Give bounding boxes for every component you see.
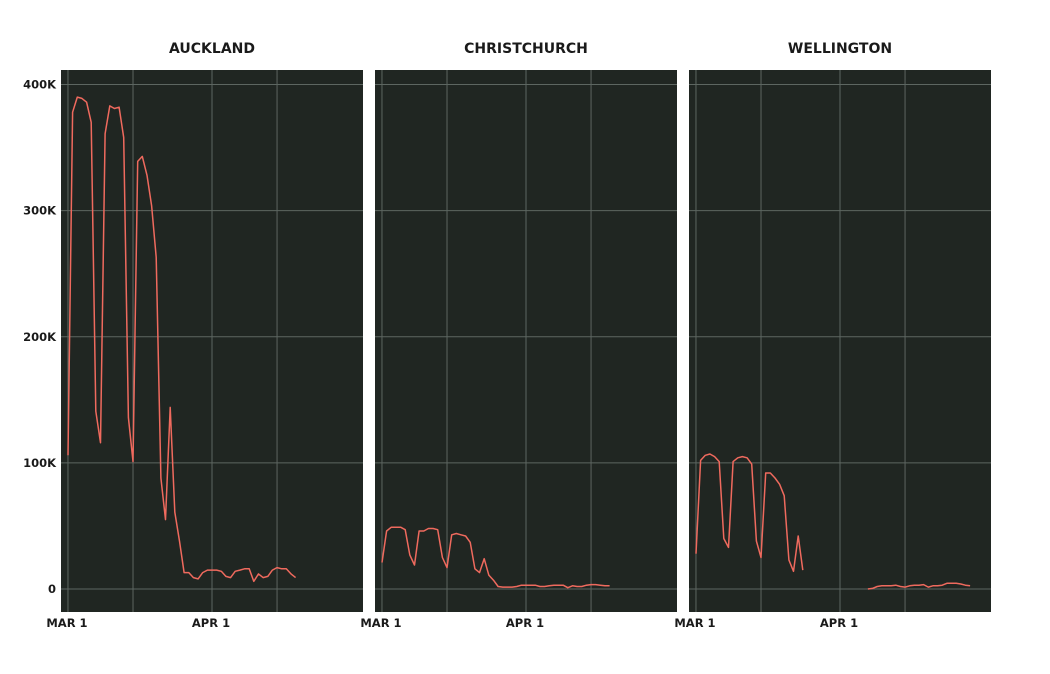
x-tick-label: MAR 1 [674,616,715,630]
y-tick-label: 0 [48,582,56,596]
panel-auckland: AUCKLAND MAR 1 APR 1 [46,41,363,630]
y-tick-label: 400K [23,78,57,92]
x-tick-label: APR 1 [820,616,858,630]
series-line-auckland [67,96,297,583]
y-tick-label: 100K [23,456,57,470]
panel-christchurch: CHRISTCHURCH MAR 1 APR 1 [360,41,677,630]
series-line-christchurch [381,526,610,589]
series-line-wellington-2 [867,582,971,590]
x-tick-label: MAR 1 [46,616,87,630]
panel-title-auckland: AUCKLAND [169,41,255,57]
series-line-wellington-1 [695,453,804,573]
y-tick-label: 300K [23,204,57,218]
panel-title-wellington: WELLINGTON [788,41,892,57]
panel-wellington: WELLINGTON MAR 1 APR 1 [674,41,991,630]
x-tick-label: MAR 1 [360,616,401,630]
x-tick-label: APR 1 [192,616,230,630]
y-tick-label: 200K [23,330,57,344]
panel-title-christchurch: CHRISTCHURCH [464,41,588,57]
x-tick-label: APR 1 [506,616,544,630]
